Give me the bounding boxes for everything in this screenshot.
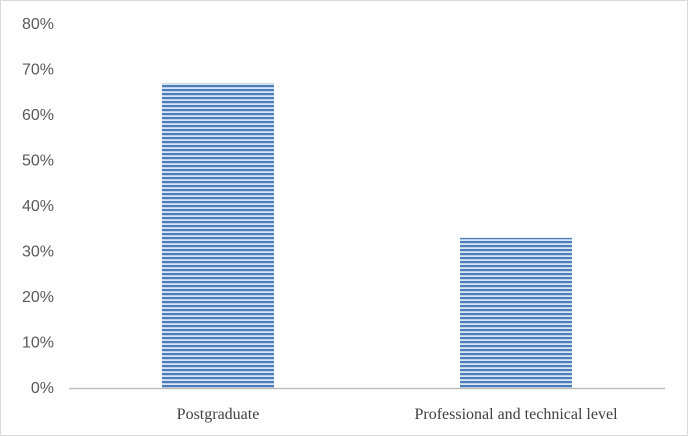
y-tick-label: 10% — [22, 335, 54, 352]
y-tick-label: 30% — [22, 244, 54, 261]
x-category-label: Professional and technical level — [414, 406, 618, 423]
x-axis-category-labels: Postgraduate Professional and technical l… — [177, 406, 618, 423]
y-tick-label: 50% — [22, 153, 54, 170]
y-tick-label: 70% — [22, 62, 54, 79]
x-category-label: Postgraduate — [177, 406, 260, 423]
y-tick-label: 40% — [22, 198, 54, 215]
y-tick-label: 20% — [22, 289, 54, 306]
y-axis-tick-labels: 0% 10% 20% 30% 40% 50% 60% 70% 80% — [22, 16, 54, 397]
bar — [162, 83, 274, 389]
bar — [460, 237, 572, 388]
bars-group — [162, 83, 572, 389]
y-tick-label: 60% — [22, 107, 54, 124]
y-tick-label: 0% — [31, 380, 54, 397]
y-tick-label: 80% — [22, 16, 54, 33]
